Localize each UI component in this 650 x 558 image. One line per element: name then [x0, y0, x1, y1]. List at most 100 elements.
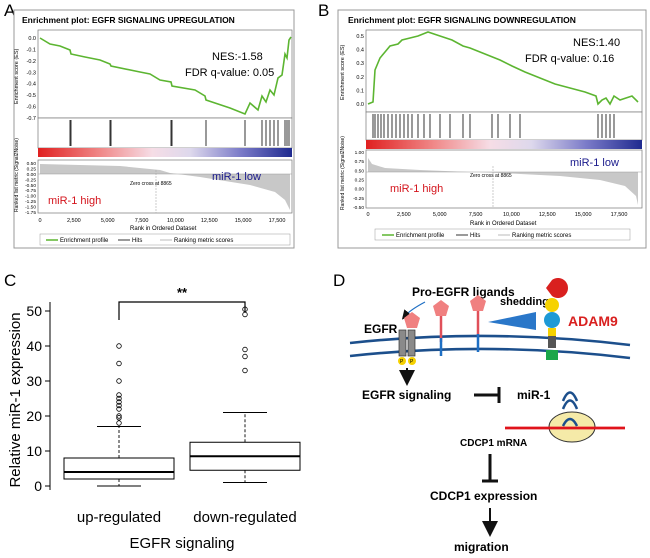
- x-axis-ticks: 0 2,500 5,000 7,500 10,000 12,500 15,000 17,500: [366, 212, 627, 218]
- metric-tick-label: -1.00: [25, 194, 36, 200]
- legend-enrichment: Enrichment profile: [396, 233, 445, 239]
- nes-value: NES:-1.58: [212, 51, 263, 63]
- phospho-p: P: [400, 359, 404, 365]
- phospho-circle: [398, 357, 406, 365]
- x-tick-label: 7,500: [135, 218, 149, 224]
- x-axis-label: Rank in Ordered Dataset: [470, 221, 537, 227]
- x-axis-ticks: 0 2,500 5,000 7,500 10,000 12,500 15,000 17,500: [38, 218, 285, 224]
- group-label: up-regulated: [77, 509, 161, 526]
- nes-value: NES:1.40: [573, 37, 620, 49]
- es-tick-label: -0.3: [27, 70, 36, 76]
- mir1-low-label: miR-1 low: [570, 157, 619, 169]
- outlier-point: [242, 367, 248, 374]
- cdcp1-mrna-label: CDCP1 mRNA: [460, 438, 527, 449]
- outlier-point: [116, 399, 122, 405]
- outlier-point: [116, 343, 122, 349]
- fdr-value: FDR q-value: 0.05: [185, 67, 274, 79]
- x-tick-label: 7,500: [469, 212, 483, 218]
- metric-tick-label: -0.25: [25, 177, 36, 183]
- significance-stars: **: [177, 285, 188, 300]
- es-tick-label: 0.0: [28, 36, 36, 42]
- x-tick-label: 10,000: [503, 212, 520, 218]
- outlier-point: [116, 392, 122, 398]
- outlier-point: [116, 402, 122, 409]
- panel-label-d: D: [333, 271, 345, 290]
- metric-tick-label: 0.25: [355, 178, 365, 184]
- outlier-point: [116, 415, 122, 421]
- metric-tick-label: 0.50: [27, 161, 37, 167]
- membrane-outer: [349, 334, 631, 347]
- ranking-metric-area: [40, 164, 290, 210]
- legend-hits: Hits: [470, 233, 480, 239]
- x-tick-label: 15,000: [235, 218, 252, 224]
- metric-tick-label: -0.50: [25, 183, 36, 189]
- egfr-signaling-label: EGFR signaling: [362, 388, 451, 402]
- x-tick-label: 2,500: [67, 218, 81, 224]
- x-tick-label: 0: [38, 218, 41, 224]
- y-axis-label: Relative miR-1 expression: [7, 312, 24, 487]
- es-tick-label: 0.1: [356, 88, 364, 94]
- outlier-point: [116, 360, 122, 367]
- egfr-label: EGFR: [364, 322, 398, 336]
- metric-axis-label: Ranked list metric (Signal2Noise): [340, 136, 346, 210]
- es-tick-label: -0.5: [27, 93, 36, 99]
- outlier-point: [242, 346, 248, 353]
- x-tick-label: 15,000: [575, 212, 592, 218]
- es-tick-label: 0.0: [356, 102, 364, 108]
- es-tick-label: 0.5: [356, 34, 364, 40]
- x-tick-label: 12,500: [539, 212, 556, 218]
- gsea-legend: Enrichment profile Hits Ranking metric s…: [39, 233, 291, 246]
- es-tick-label: -0.4: [27, 82, 36, 88]
- es-axis-ticks: 0.0 -0.1 -0.2 -0.3 -0.4 -0.5 -0.6 -0.7: [27, 36, 36, 122]
- es-tick-label: 0.2: [356, 75, 364, 81]
- y-tick-label: 10: [26, 443, 42, 459]
- outlier-point: [116, 406, 122, 412]
- adam9-protein: [544, 278, 568, 360]
- outlier-point: [116, 395, 122, 402]
- cdcp1-expression-label: CDCP1 expression: [430, 489, 537, 503]
- ligand-pentagon: [470, 295, 486, 311]
- phospho-circle: [408, 357, 416, 365]
- zero-cross-label: Zero cross at 8865: [470, 173, 512, 179]
- outlier-point: [116, 378, 122, 384]
- enrichment-profile-line: [39, 36, 292, 116]
- es-tick-label: 0.3: [356, 61, 364, 67]
- x-tick-label: 2,500: [397, 212, 411, 218]
- shedding-label: shedding: [500, 296, 549, 308]
- metric-tick-label: 0.00: [27, 172, 37, 178]
- migration-label: migration: [454, 540, 509, 554]
- y-tick-label: 40: [26, 338, 42, 354]
- gsea-plot-upregulation: Enrichment plot: EGFR SIGNALING UPREGULA…: [13, 9, 295, 249]
- outlier-point: [242, 353, 248, 360]
- legend-hits: Hits: [132, 238, 142, 244]
- es-axis-label: Enrichment score (ES): [340, 45, 346, 100]
- metric-tick-label: 0.75: [355, 159, 365, 165]
- x-tick-label: 17,500: [269, 218, 286, 224]
- ranked-heat-bar: [38, 148, 292, 157]
- legend-ranking: Ranking metric scores: [512, 233, 571, 239]
- egfr-receptor: [398, 329, 407, 357]
- y-tick-label: 20: [26, 408, 42, 424]
- x-tick-label: 5,000: [433, 212, 447, 218]
- ligand-pentagon: [433, 300, 449, 316]
- metric-tick-label: 1.00: [355, 150, 365, 156]
- metric-tick-label: -0.50: [353, 205, 364, 211]
- es-tick-label: -0.6: [27, 105, 36, 111]
- gsea-title: Enrichment plot: EGFR SIGNALING UPREGULA…: [22, 15, 235, 25]
- x-tick-label: 10,000: [167, 218, 184, 224]
- enrichment-profile-line: [367, 31, 639, 106]
- legend-enrichment: Enrichment profile: [60, 238, 109, 244]
- shedding-wedge: [488, 312, 536, 330]
- mir1-hairpin: [561, 391, 579, 402]
- y-tick-label: 0: [34, 478, 42, 494]
- es-axis-label: Enrichment score (ES): [14, 49, 20, 104]
- gsea-plot-downregulation: Enrichment plot: EGFR SIGNALING DOWNREGU…: [337, 9, 647, 249]
- iqr-box: [63, 457, 175, 480]
- metric-tick-label: 0.50: [355, 168, 365, 174]
- mir1-low-label: miR-1 low: [212, 171, 261, 183]
- fdr-value: FDR q-value: 0.16: [525, 53, 614, 65]
- x-tick-label: 12,500: [201, 218, 218, 224]
- x-axis-label: Rank in Ordered Dataset: [130, 226, 197, 232]
- panel-label-a: A: [4, 1, 16, 20]
